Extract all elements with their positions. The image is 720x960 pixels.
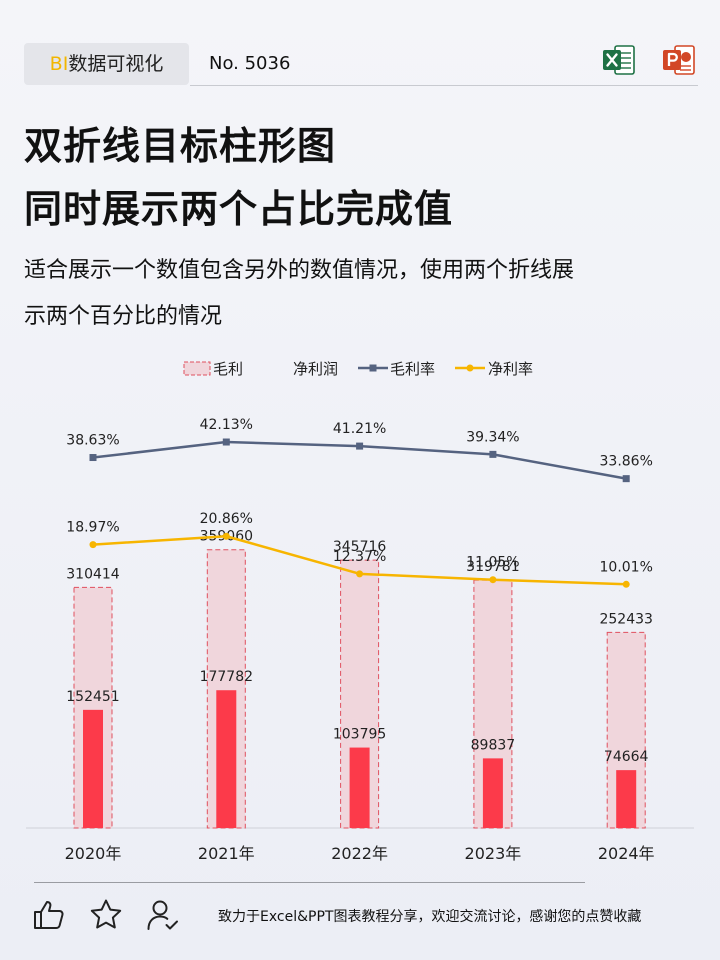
excel-icon <box>603 45 635 75</box>
header-divider <box>190 85 698 86</box>
net-margin-data-label: 18.97% <box>66 520 119 536</box>
x-tick-label: 2024年 <box>598 844 655 863</box>
legend-label-net-profit: 净利润 <box>293 360 338 378</box>
legend-swatch-net-profit <box>268 362 290 375</box>
net-margin-point <box>222 532 230 540</box>
actual-bar <box>349 747 370 828</box>
gross-margin-point <box>222 438 230 446</box>
target-bar-label: 319781 <box>466 559 519 575</box>
footer-tagline: 致力于Excel&PPT图表教程分享，欢迎交流讨论，感谢您的点赞收藏 <box>218 909 642 925</box>
gross-margin-data-label: 33.86% <box>600 454 653 470</box>
gross-margin-point <box>622 475 630 483</box>
tag-text: 数据可视化 <box>68 53 164 75</box>
legend-marker-net-margin <box>466 364 474 372</box>
gross-margin-data-label: 39.34% <box>466 429 519 445</box>
actual-bar <box>216 690 237 828</box>
actual-bar <box>482 758 503 828</box>
star-icon[interactable] <box>88 897 124 933</box>
target-bar-label: 252433 <box>599 611 652 627</box>
description-line-2: 示两个百分比的情况 <box>24 304 223 329</box>
actual-bar-label: 177782 <box>200 669 253 685</box>
actual-bar-label: 103795 <box>333 727 386 743</box>
category-tag: BI数据可视化 <box>24 43 189 85</box>
gross-margin-data-label: 41.21% <box>333 421 386 437</box>
gross-margin-point <box>89 454 97 462</box>
x-tick-label: 2022年 <box>331 844 388 863</box>
net-margin-data-label: 11.05% <box>466 555 519 571</box>
footer-divider <box>34 882 585 883</box>
powerpoint-icon <box>663 45 695 75</box>
legend-swatch-gross-profit <box>183 361 211 376</box>
gross-margin-point <box>356 442 364 450</box>
legend-label-net-margin: 净利率 <box>488 360 533 378</box>
issue-number: No. 5036 <box>209 53 291 74</box>
legend-label-gross-profit: 毛利 <box>213 360 243 378</box>
net-margin-data-label: 20.86% <box>200 511 253 527</box>
tag-prefix: BI <box>49 53 69 75</box>
gross-margin-data-label: 38.63% <box>66 433 119 449</box>
legend-label-gross-margin: 毛利率 <box>390 360 435 378</box>
actual-bar-label: 89837 <box>471 737 516 753</box>
page-title-line-1: 双折线目标柱形图 <box>24 124 337 168</box>
combo-chart: 毛利净利润毛利率净利率3104141524512020年359060177782… <box>26 360 694 863</box>
target-bar-label: 310414 <box>66 566 120 582</box>
description-line-1: 适合展示一个数值包含另外的数值情况，使用两个折线展 <box>24 258 575 283</box>
x-tick-label: 2020年 <box>65 844 122 863</box>
net-margin-point <box>89 541 97 549</box>
gross-margin-data-label: 42.13% <box>200 417 253 433</box>
follow-user-icon[interactable] <box>145 897 181 933</box>
net-margin-point <box>489 576 497 584</box>
net-margin-data-label: 12.37% <box>333 549 386 565</box>
x-tick-label: 2021年 <box>198 844 255 863</box>
x-tick-label: 2023年 <box>465 844 522 863</box>
net-margin-data-label: 10.01% <box>600 559 653 575</box>
actual-bar <box>616 770 637 828</box>
actual-bar <box>83 709 103 828</box>
net-margin-point <box>356 570 364 578</box>
gross-margin-point <box>489 450 497 458</box>
thumbs-up-icon[interactable] <box>31 897 67 933</box>
actual-bar-label: 152451 <box>66 689 119 705</box>
actual-bar-label: 74664 <box>604 749 649 765</box>
target-bar-label: 345716 <box>333 539 387 555</box>
legend-marker-gross-margin <box>369 364 377 372</box>
net-margin-point <box>622 580 630 588</box>
page-title-line-2: 同时展示两个占比完成值 <box>24 187 454 231</box>
